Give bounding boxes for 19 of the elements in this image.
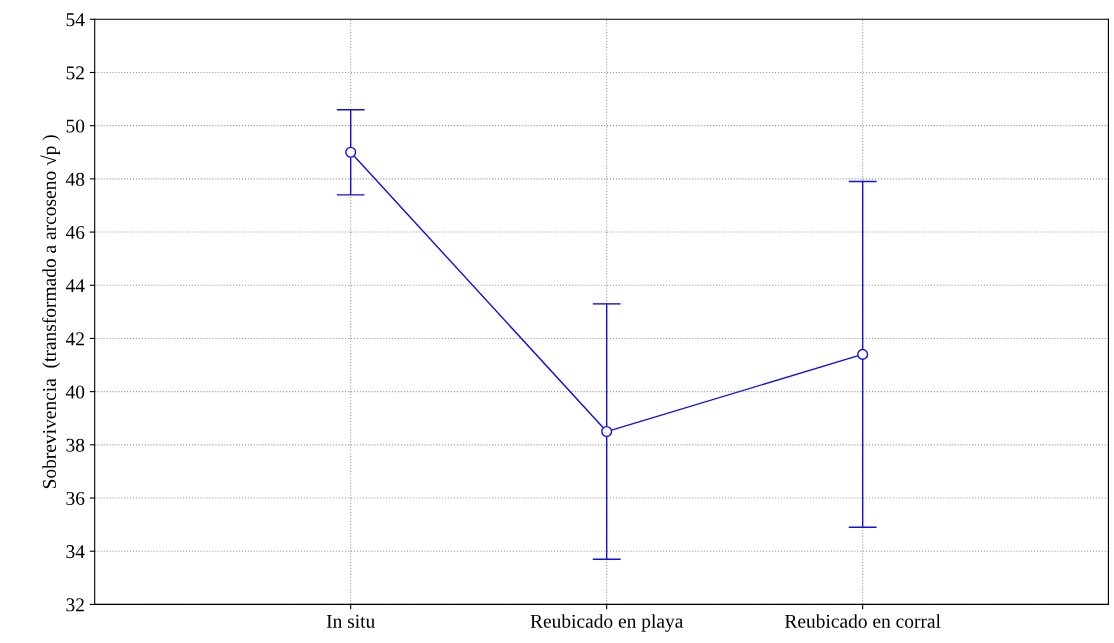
- y-axis-title: Sobrevivencia (transformado a arcoseno √p ): [40, 135, 60, 489]
- point: [345, 146, 357, 158]
- y-tick-label: 40: [65, 385, 85, 399]
- y-tick-label: 32: [66, 598, 84, 612]
- y-tick-label: 36: [66, 491, 85, 505]
- x-tick-label: Reubicado en playa: [530, 614, 684, 632]
- point: [857, 348, 869, 360]
- y-tick-label: 44: [65, 279, 85, 292]
- y-tick-label: 50: [66, 119, 85, 133]
- x-tick-label: Reubicado en corral: [784, 614, 941, 628]
- y-tick-label: 38: [66, 438, 85, 452]
- point: [601, 425, 613, 438]
- y-tick-label: 46: [65, 225, 85, 239]
- y-tick-label: 48: [65, 172, 85, 186]
- y-tick-label: 34: [66, 545, 85, 559]
- x-tick-label: In situ: [326, 614, 375, 628]
- y-tick-label: 54: [66, 13, 85, 27]
- y-tick-label: 42: [65, 332, 84, 346]
- y-tick-label: 52: [66, 66, 84, 80]
